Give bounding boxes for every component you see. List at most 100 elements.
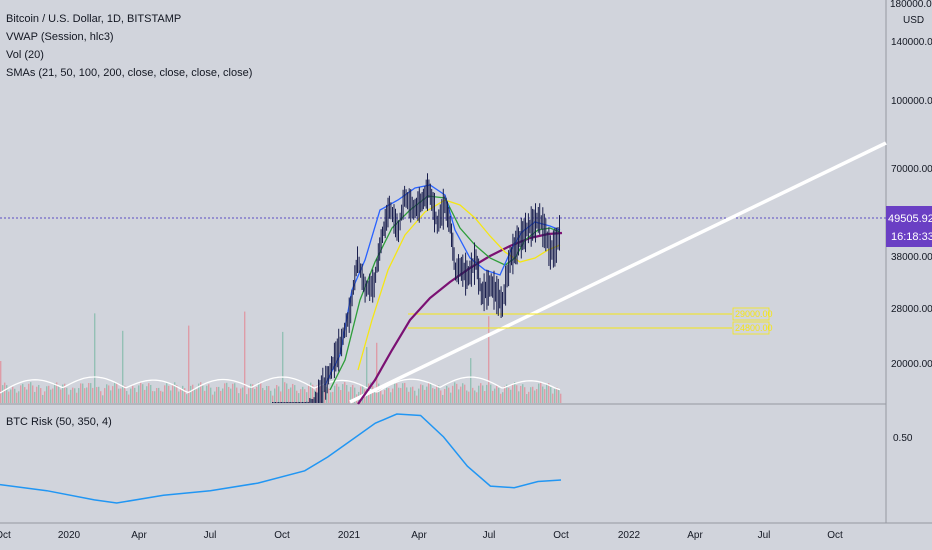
volume-bar — [452, 385, 454, 403]
volume-bar — [40, 388, 42, 403]
volume-bar — [400, 387, 402, 403]
volume-bar — [44, 391, 46, 403]
volume-bar — [540, 382, 542, 403]
volume-bar — [292, 383, 294, 403]
volume-bar — [92, 387, 94, 403]
volume-bar — [308, 385, 310, 403]
volume-bar — [276, 385, 278, 403]
time-axis-label: Jul — [204, 530, 217, 541]
volume-bar — [156, 387, 158, 403]
volume-bar — [442, 394, 444, 403]
volume-bar — [524, 387, 526, 403]
volume-bar — [172, 384, 174, 403]
volume-bar — [436, 384, 438, 403]
volume-bar — [494, 388, 496, 403]
price-axis-ticks: 140000.00 100000.00 70000.00 38000.00 28000.… — [891, 37, 932, 370]
volume-bar — [298, 393, 300, 403]
price-tick-label: 20000.00 — [891, 359, 932, 370]
volume-bar — [290, 387, 292, 403]
time-axis-label: Oct — [0, 530, 11, 541]
time-axis-label: Jul — [758, 530, 771, 541]
volume-bar — [256, 386, 258, 403]
volume-bar — [526, 394, 528, 403]
volume-bar — [64, 383, 66, 403]
volume-bar — [536, 389, 538, 403]
volume-bar — [506, 384, 508, 403]
volume-bar — [552, 393, 554, 403]
volume-bar — [124, 385, 126, 403]
volume-bar — [488, 316, 490, 403]
volume-bar — [490, 384, 492, 403]
volume-bar — [448, 387, 450, 403]
volume-bar — [518, 391, 520, 403]
volume-bar — [120, 388, 122, 403]
volume-bar — [76, 392, 78, 403]
volume-bar — [394, 383, 396, 403]
volume-bar — [270, 390, 272, 403]
volume-bar — [194, 388, 196, 403]
price-axis-currency: USD — [903, 15, 924, 26]
volume-bar — [2, 385, 4, 403]
volume-bar — [230, 388, 232, 403]
volume-bar — [302, 386, 304, 403]
volume-bar — [168, 385, 170, 403]
volume-bar — [190, 385, 192, 403]
volume-bar — [548, 383, 550, 403]
volume-bar — [406, 387, 408, 403]
volume-bar — [24, 387, 26, 403]
volume-bar — [28, 383, 30, 403]
volume-bar — [232, 383, 234, 403]
volume-bar — [496, 385, 498, 403]
volume-bar — [222, 388, 224, 403]
volume-bar — [320, 384, 322, 403]
volume-bar — [198, 383, 200, 403]
volume-bar — [20, 385, 22, 403]
volume-bar — [122, 330, 124, 403]
volume-bar — [200, 382, 202, 403]
volume-bar — [326, 386, 328, 403]
volume-bar — [468, 391, 470, 403]
volume-bar — [62, 384, 64, 403]
volume-bar — [460, 386, 462, 403]
volume-bar — [58, 386, 60, 403]
volume-bar — [158, 387, 160, 403]
volume-bar — [504, 386, 506, 403]
volume-bar — [36, 386, 38, 403]
symbol-title[interactable]: Bitcoin / U.S. Dollar, 1D, BITSTAMP — [6, 13, 182, 25]
volume-bar — [118, 388, 120, 403]
volume-bar — [424, 389, 426, 403]
volume-bar — [294, 385, 296, 403]
volume-bar — [88, 383, 90, 403]
volume-bar — [176, 384, 178, 403]
volume-bar — [18, 391, 20, 403]
volume-bar — [480, 383, 482, 403]
current-price-value: 49505.92 — [888, 213, 932, 225]
volume-bar — [446, 385, 448, 403]
time-axis-label: 2022 — [618, 530, 641, 541]
risk-pane-title[interactable]: BTC Risk (50, 350, 4) — [6, 416, 112, 428]
indicator-volume[interactable]: Vol (20) — [6, 49, 44, 61]
volume-bar — [516, 385, 518, 403]
indicator-vwap[interactable]: VWAP (Session, hlc3) — [6, 31, 114, 43]
volume-bar — [208, 384, 210, 403]
volume-bar — [512, 383, 514, 403]
volume-bar — [412, 386, 414, 403]
volume-bar — [344, 382, 346, 403]
volume-bar — [114, 382, 116, 403]
volume-bar — [26, 389, 28, 403]
volume-bar — [404, 382, 406, 403]
trendline[interactable] — [349, 141, 887, 404]
time-axis-label: Apr — [131, 530, 147, 541]
indicator-smas[interactable]: SMAs (21, 50, 100, 200, close, close, cl… — [6, 67, 253, 79]
volume-bar — [398, 387, 400, 403]
volume-bar — [184, 388, 186, 403]
volume-bar — [240, 388, 242, 403]
volume-bar — [252, 384, 254, 403]
time-axis-label: Jul — [483, 530, 496, 541]
volume-bar — [454, 382, 456, 403]
volume-bar — [138, 385, 140, 403]
volume-bar — [84, 388, 86, 403]
volume-ma-line — [0, 376, 561, 394]
volume-bar — [430, 382, 432, 403]
